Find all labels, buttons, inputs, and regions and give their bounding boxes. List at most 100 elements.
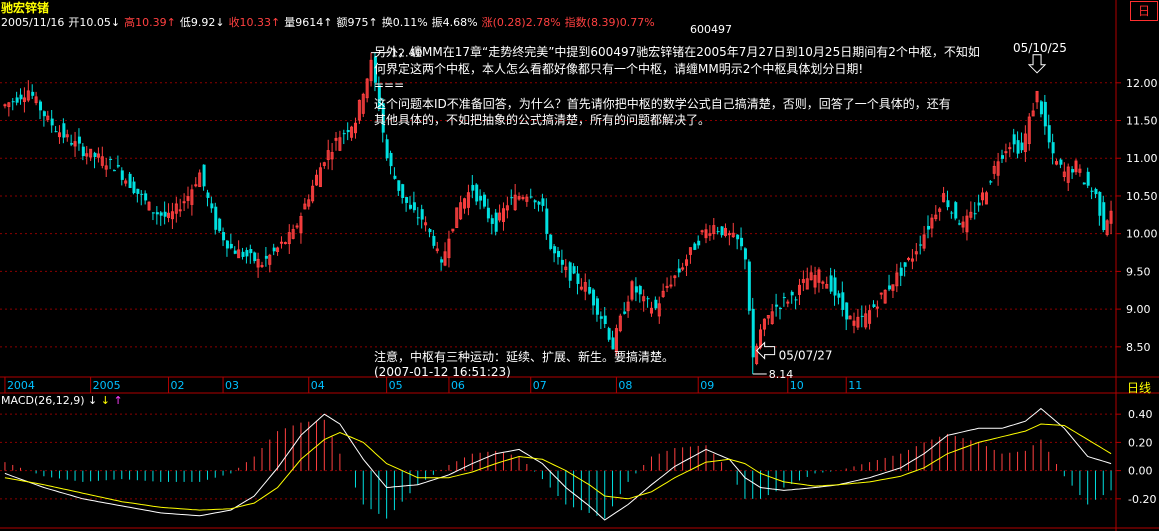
- candle-body: [1027, 116, 1031, 144]
- peak-date-label: 05/10/25: [1013, 41, 1067, 55]
- candle-body: [595, 298, 599, 315]
- candle-body: [334, 137, 338, 141]
- candle-body: [455, 207, 459, 228]
- candle-body: [151, 212, 155, 214]
- candle-body: [592, 289, 596, 306]
- candle-body: [755, 345, 759, 364]
- candle-body: [471, 184, 475, 191]
- candle-body: [700, 230, 704, 233]
- candle-body: [541, 198, 545, 206]
- candle-body: [377, 85, 381, 109]
- candle-body: [895, 272, 899, 287]
- x-tick-label: 02: [171, 379, 185, 392]
- quote-item-3: 收10.33↑: [228, 16, 281, 29]
- candle-body: [833, 277, 837, 296]
- candle-body: [475, 184, 479, 202]
- candle-body: [1062, 171, 1066, 177]
- candle-body: [155, 212, 159, 215]
- candle-body: [841, 292, 845, 310]
- low-value-label: 8.14: [769, 368, 794, 381]
- candle-body: [330, 152, 334, 160]
- candle-body: [837, 293, 841, 298]
- candle-body: [720, 226, 724, 236]
- quote-item-2: 低9.92↓: [179, 16, 225, 29]
- candle-body: [159, 212, 163, 216]
- x-tick-label: 09: [700, 379, 714, 392]
- candle-body: [206, 192, 210, 198]
- period-label[interactable]: 日线: [1127, 381, 1152, 395]
- candle-body: [241, 251, 245, 257]
- candle-body: [817, 269, 821, 283]
- candle-body: [981, 192, 985, 201]
- candle-body: [498, 212, 502, 221]
- candle-body: [1051, 142, 1055, 154]
- candle-body: [961, 221, 965, 228]
- candle-body: [1020, 142, 1024, 151]
- candle-body: [443, 251, 447, 266]
- candle-body: [361, 93, 365, 114]
- quote-item-9: 指数(8.39)0.77%: [564, 16, 655, 29]
- candle-body: [190, 189, 194, 205]
- candle-body: [287, 232, 291, 245]
- candle-body: [303, 203, 307, 210]
- candle-body: [147, 201, 151, 211]
- macd-y-tick-label: 0.20: [1128, 436, 1153, 449]
- candle-body: [549, 234, 553, 249]
- candle-body: [801, 279, 805, 283]
- candle-body: [712, 225, 716, 235]
- candle-body: [167, 212, 171, 218]
- candle-body: [50, 118, 54, 126]
- candle-body: [864, 313, 868, 328]
- quote-item-4: 量9614↑: [284, 16, 333, 29]
- candle-body: [1066, 166, 1070, 183]
- candle-body: [677, 268, 681, 273]
- candle-body: [264, 255, 268, 259]
- note-line-5: 其他具体的，不如把抽象的公式搞清楚，所有的问题都解决了。: [374, 113, 711, 127]
- candle-body: [1039, 101, 1043, 115]
- candle-body: [73, 141, 77, 147]
- macd-y-tick-label: 0.00: [1128, 465, 1153, 478]
- candle-body: [182, 201, 186, 204]
- candle-body: [693, 243, 697, 250]
- candle-body: [178, 209, 182, 212]
- candle-body: [318, 167, 322, 188]
- candle-body: [813, 275, 817, 288]
- note-line-2: 何界定这两个中枢，本人怎么看都好像都只有一个中枢，请缠MM明示2个中枢具体划分日…: [374, 62, 864, 76]
- candle-body: [1035, 90, 1039, 103]
- candle-body: [657, 303, 661, 317]
- quote-item-6: 换0.11%: [381, 16, 428, 29]
- candle-body: [140, 193, 144, 195]
- candle-body: [794, 299, 798, 301]
- candle-body: [626, 301, 630, 312]
- candle-body: [946, 200, 950, 208]
- candle-body: [307, 199, 311, 207]
- close-button[interactable]: 日: [1130, 1, 1158, 21]
- candle-body: [1098, 191, 1102, 216]
- candle-body: [989, 181, 993, 183]
- x-tick-label: 2005: [93, 379, 121, 392]
- candle-body: [938, 208, 942, 212]
- macd-dif-line: [4, 407, 1112, 521]
- candle-body: [919, 244, 923, 246]
- candle-body: [583, 282, 587, 292]
- macd-params: MACD(26,12,9): [1, 394, 85, 407]
- candle-body: [3, 104, 7, 107]
- macd-arrow-3: ↑: [113, 394, 123, 407]
- note-line-4: 这个问题本ID不准备回答，为什么？首先请你把中枢的数学公式自己搞清楚，否则，回答…: [374, 97, 951, 111]
- candle-body: [381, 103, 385, 133]
- kline-y-tick-label: 9.00: [1126, 303, 1151, 316]
- candle-body: [930, 217, 934, 229]
- candle-body: [618, 315, 622, 332]
- candle-body: [879, 292, 883, 295]
- candle-body: [350, 126, 354, 138]
- candle-body: [96, 153, 100, 158]
- candle-body: [420, 209, 424, 220]
- candle-body: [299, 215, 303, 234]
- candle-body: [440, 259, 444, 263]
- candle-body: [1016, 140, 1020, 154]
- candle-body: [685, 259, 689, 266]
- candle-body: [545, 208, 549, 234]
- macd-arrow-1: ↓: [88, 394, 98, 407]
- candle-body: [736, 234, 740, 240]
